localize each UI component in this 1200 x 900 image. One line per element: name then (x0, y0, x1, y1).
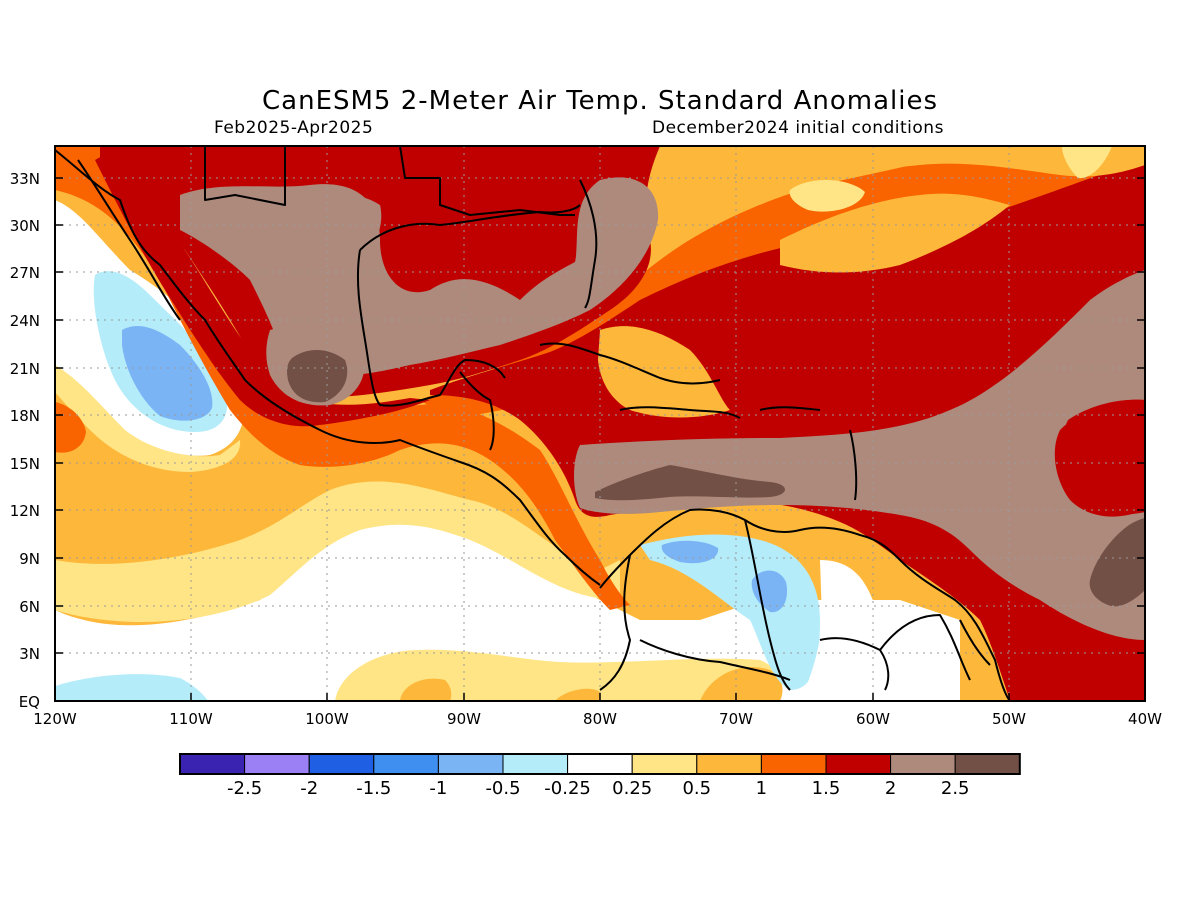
legend-swatch (825, 753, 892, 775)
legend-swatch (890, 753, 956, 775)
coastlines (55, 146, 1011, 701)
legend-label: 2.5 (941, 778, 970, 799)
field-orange-patch-south (400, 666, 783, 701)
lat-label-18n: 18N (10, 407, 40, 425)
lon-label-120w: 120W (33, 710, 77, 728)
lat-label-24n: 24N (10, 312, 40, 330)
legend-swatch (244, 753, 310, 775)
lat-label-6n: 6N (19, 598, 40, 616)
lon-label-70w: 70W (719, 710, 753, 728)
legend-swatch (567, 753, 633, 775)
lat-label-12n: 12N (10, 502, 40, 520)
field-dark-brown-atlantic (1089, 518, 1145, 607)
graticule (55, 146, 1145, 701)
axis-ticks (55, 177, 1145, 701)
field-orange-atlantic-2 (780, 193, 1010, 273)
initial-conditions: December2024 initial conditions (652, 118, 944, 138)
legend-label: -0.25 (544, 778, 591, 799)
field-blue-venezuela-2 (751, 570, 788, 613)
legend-swatch (696, 753, 762, 775)
field-yellow-atlantic (789, 146, 1112, 212)
color-legend: -2.5 -2 -1.5 -1 -0.5 -0.25 0.25 0.5 1 1.5 2 2.5 (179, 753, 1021, 799)
lon-label-110w: 110W (169, 710, 213, 728)
legend-label: -2 (300, 778, 318, 799)
field-dark-red-mexico-coast (95, 146, 430, 427)
forecast-period: Feb2025-Apr2025 (214, 118, 374, 138)
lat-label-21n: 21N (10, 360, 40, 378)
lon-label-100w: 100W (305, 710, 349, 728)
lat-label-eq: EQ (19, 693, 40, 711)
field-brown-texas (303, 193, 382, 255)
field-white-south (55, 509, 960, 701)
legend-swatch (179, 753, 246, 775)
lon-label-80w: 80W (583, 710, 617, 728)
field-orange-antilles (598, 326, 730, 418)
field-dark-brown-mexico (287, 349, 348, 403)
field-yellow-south (55, 481, 620, 622)
lat-label-33n: 33N (10, 170, 40, 188)
field-blue-baja (122, 325, 213, 421)
legend-frame (179, 753, 1021, 775)
lat-label-3n: 3N (19, 645, 40, 663)
field-brown-atlantic (574, 270, 1145, 640)
legend-swatch (502, 753, 569, 775)
legend-label: 0.5 (682, 778, 711, 799)
legend-swatch (631, 753, 698, 775)
lon-label-60w: 60W (856, 710, 890, 728)
legend-swatch (954, 753, 1021, 775)
field-yellow-baja-rim (55, 365, 241, 472)
field-dark-red-caribbean (430, 160, 1145, 701)
lat-label-15n: 15N (10, 455, 40, 473)
field-orange-atlantic (760, 146, 1145, 205)
legend-swatch (308, 753, 375, 775)
field-dark-brown-caribbean (595, 465, 785, 501)
legend-label: 2 (885, 778, 896, 799)
lat-label-9n: 9N (19, 550, 40, 568)
legend-label: -1.5 (356, 778, 391, 799)
legend-label: 1 (756, 778, 767, 799)
field-dark-red-atlantic-patch (1061, 399, 1145, 515)
legend-swatch (760, 753, 827, 775)
legend-label: -1 (429, 778, 447, 799)
field-blue-venezuela-1 (661, 540, 719, 564)
lat-label-27n: 27N (10, 264, 40, 282)
lat-label-30n: 30N (10, 217, 40, 235)
lon-label-40w: 40W (1128, 710, 1162, 728)
longitude-labels: 120W 110W 100W 90W 80W 70W 60W 50W 40W (33, 710, 1162, 728)
field-white-guianas (800, 560, 960, 701)
legend-label: 1.5 (812, 778, 841, 799)
latitude-labels: 33N 30N 27N 24N 21N 18N 15N 12N 9N 6N 3N… (10, 170, 40, 711)
legend-swatch (373, 753, 439, 775)
legend-label: -2.5 (227, 778, 262, 799)
lon-label-50w: 50W (992, 710, 1026, 728)
map-title: CanESM5 2-Meter Air Temp. Standard Anoma… (262, 86, 938, 116)
anomaly-field (55, 146, 1145, 701)
legend-label: 0.25 (612, 778, 652, 799)
legend-label: -0.5 (485, 778, 520, 799)
field-cyan-southwest (55, 674, 208, 701)
lon-label-90w: 90W (447, 710, 481, 728)
legend-swatch (437, 753, 504, 775)
